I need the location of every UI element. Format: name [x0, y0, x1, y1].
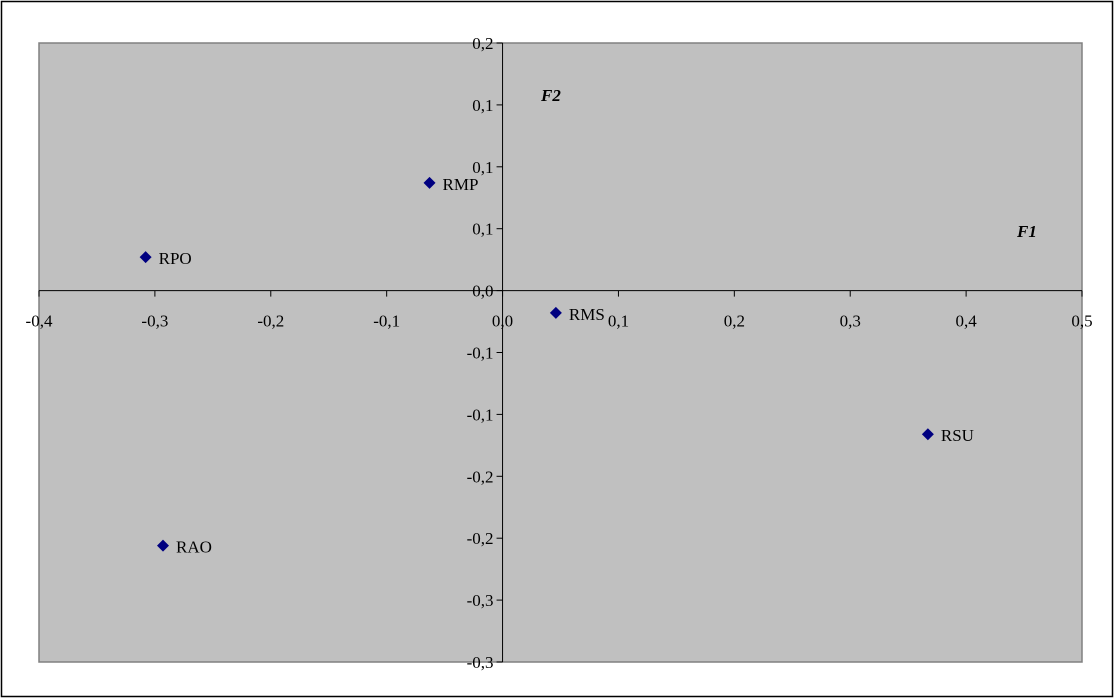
data-point-marker — [549, 306, 562, 319]
data-point-label: RAO — [176, 538, 212, 557]
y-tick-label: 0,1 — [472, 158, 493, 177]
x-tick-label: -0,2 — [257, 312, 284, 331]
y-tick-label: -0,1 — [467, 344, 494, 363]
y-tick-label: 0,1 — [472, 96, 493, 115]
y-tick-label: 0,1 — [472, 220, 493, 239]
y-tick-label: -0,2 — [467, 529, 494, 548]
data-point-marker — [139, 251, 152, 264]
y-tick-label: 0,2 — [472, 34, 493, 53]
tick-labels: -0,4 -0,3 -0,2 -0,1 0,0 0,1 0,2 0,3 0,4 0,5 0,2 0,1… — [26, 34, 1093, 672]
x-tick-label: -0,4 — [26, 312, 53, 331]
y-axis-title: F2 — [540, 86, 561, 105]
x-tick-label: -0,1 — [373, 312, 400, 331]
x-tick-label: 0,1 — [608, 312, 629, 331]
data-point-marker — [921, 428, 934, 441]
x-tick-label: -0,3 — [141, 312, 168, 331]
x-tick-label: 0,5 — [1071, 312, 1092, 331]
x-tick-label: 0,2 — [724, 312, 745, 331]
data-point-marker — [157, 539, 170, 552]
x-tick-label: 0,3 — [840, 312, 861, 331]
data-point-label: RPO — [159, 249, 192, 268]
data-point-marker — [423, 176, 436, 189]
data-points: RMP RPO RMS RSU RAO — [139, 175, 974, 557]
y-tick-label: -0,1 — [467, 405, 494, 424]
x-tick-label: 0,0 — [492, 312, 513, 331]
plot-area — [38, 42, 1083, 663]
x-axis-title: F1 — [1016, 222, 1037, 241]
data-point-label: RSU — [941, 426, 974, 445]
y-tick-label: -0,3 — [467, 591, 494, 610]
y-tick-label: -0,2 — [467, 467, 494, 486]
y-tick-label: 0,0 — [472, 282, 493, 301]
data-point-label: RMP — [443, 175, 479, 194]
data-point-label: RMS — [569, 305, 605, 324]
x-tick-label: 0,4 — [955, 312, 977, 331]
y-tick-label: -0,3 — [467, 653, 494, 672]
